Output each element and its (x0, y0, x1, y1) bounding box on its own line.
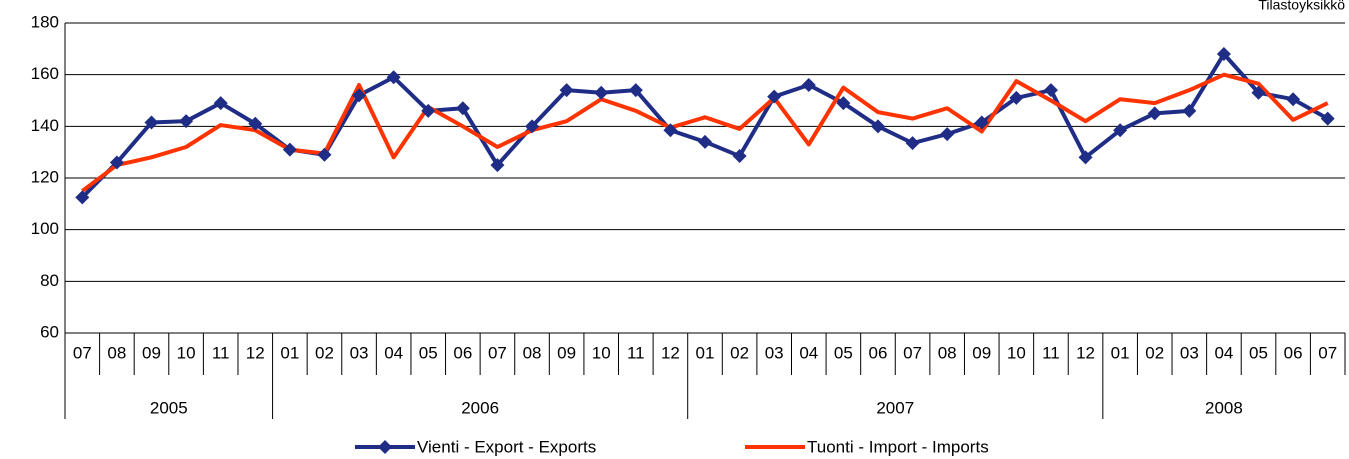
data-point (870, 119, 885, 134)
y-tick-label: 160 (31, 64, 59, 83)
x-tick-label: 11 (212, 343, 230, 362)
x-tick-label: 03 (765, 343, 784, 362)
data-point (1009, 90, 1024, 105)
x-tick-label: 10 (592, 343, 611, 362)
data-point (386, 70, 401, 85)
data-point (1320, 111, 1335, 126)
y-tick-label: 60 (40, 322, 59, 341)
x-tick-label: 07 (903, 343, 922, 362)
x-tick-label: 01 (280, 343, 299, 362)
x-tick-label: 07 (1318, 343, 1337, 362)
data-point (1078, 150, 1093, 165)
x-tick-label: 06 (453, 343, 472, 362)
x-tick-label: 08 (938, 343, 957, 362)
data-point (940, 127, 955, 142)
x-tick-label: 10 (177, 343, 196, 362)
data-point (1286, 92, 1301, 107)
data-point (905, 136, 920, 151)
x-tick-label: 09 (557, 343, 576, 362)
data-point (732, 149, 747, 164)
y-tick-label: 120 (31, 167, 59, 186)
x-tick-label: 12 (1076, 343, 1095, 362)
x-tick-label: 04 (799, 343, 818, 362)
data-point (75, 190, 90, 205)
x-tick-label: 07 (488, 343, 507, 362)
data-point (663, 123, 678, 138)
data-point (525, 119, 540, 134)
data-point (559, 83, 574, 98)
data-point (836, 96, 851, 111)
data-point (1216, 47, 1231, 61)
legend-label: Vienti - Export - Exports (417, 437, 596, 456)
x-tick-label: 04 (1214, 343, 1233, 362)
y-tick-label: 180 (31, 12, 59, 31)
data-point (628, 83, 643, 98)
data-point (594, 85, 609, 100)
data-point (490, 158, 505, 173)
year-label: 2007 (876, 398, 914, 417)
x-tick-label: 02 (1145, 343, 1164, 362)
data-point (801, 78, 816, 92)
x-tick-label: 09 (142, 343, 161, 362)
y-tick-label: 140 (31, 116, 59, 135)
legend-label: Tuonti - Import - Imports (807, 437, 989, 456)
x-tick-label: 06 (1284, 343, 1303, 362)
data-point (213, 96, 228, 111)
x-tick-label: 05 (1249, 343, 1268, 362)
x-tick-label: 04 (384, 343, 403, 362)
x-tick-label: 02 (730, 343, 749, 362)
x-tick-label: 01 (696, 343, 715, 362)
data-point (974, 115, 989, 130)
data-point (248, 116, 263, 131)
x-tick-label: 03 (350, 343, 369, 362)
annotation: Tilastoyksikkö (1258, 0, 1345, 13)
x-tick-label: 05 (419, 343, 438, 362)
x-tick-label: 03 (1180, 343, 1199, 362)
y-tick-label: 80 (40, 271, 59, 290)
y-tick-label: 100 (31, 219, 59, 238)
x-tick-label: 11 (1042, 343, 1060, 362)
x-tick-label: 08 (523, 343, 542, 362)
x-tick-label: 12 (661, 343, 680, 362)
data-point (179, 114, 194, 129)
data-point (1043, 83, 1058, 98)
data-point (144, 115, 159, 130)
data-point (1147, 106, 1162, 121)
data-point (767, 89, 782, 104)
series-line (80, 52, 1329, 199)
x-tick-label: 07 (73, 343, 92, 362)
year-label: 2005 (150, 398, 188, 417)
data-point (352, 88, 367, 103)
data-point (1251, 85, 1266, 100)
x-tick-label: 08 (107, 343, 126, 362)
year-label: 2008 (1205, 398, 1243, 417)
data-point (109, 155, 124, 170)
x-tick-label: 06 (869, 343, 888, 362)
x-tick-label: 10 (1007, 343, 1026, 362)
x-tick-label: 11 (627, 343, 645, 362)
data-point (317, 147, 332, 162)
x-tick-label: 09 (972, 343, 991, 362)
data-point (455, 101, 470, 116)
x-tick-label: 05 (834, 343, 853, 362)
x-tick-label: 02 (315, 343, 334, 362)
x-tick-label: 12 (246, 343, 265, 362)
data-point (282, 142, 297, 157)
data-point (1113, 123, 1128, 138)
data-point (1182, 103, 1197, 118)
year-label: 2006 (461, 398, 499, 417)
legend-marker (378, 440, 392, 454)
data-point (698, 134, 712, 149)
x-tick-label: 01 (1111, 343, 1130, 362)
data-point (421, 103, 436, 118)
